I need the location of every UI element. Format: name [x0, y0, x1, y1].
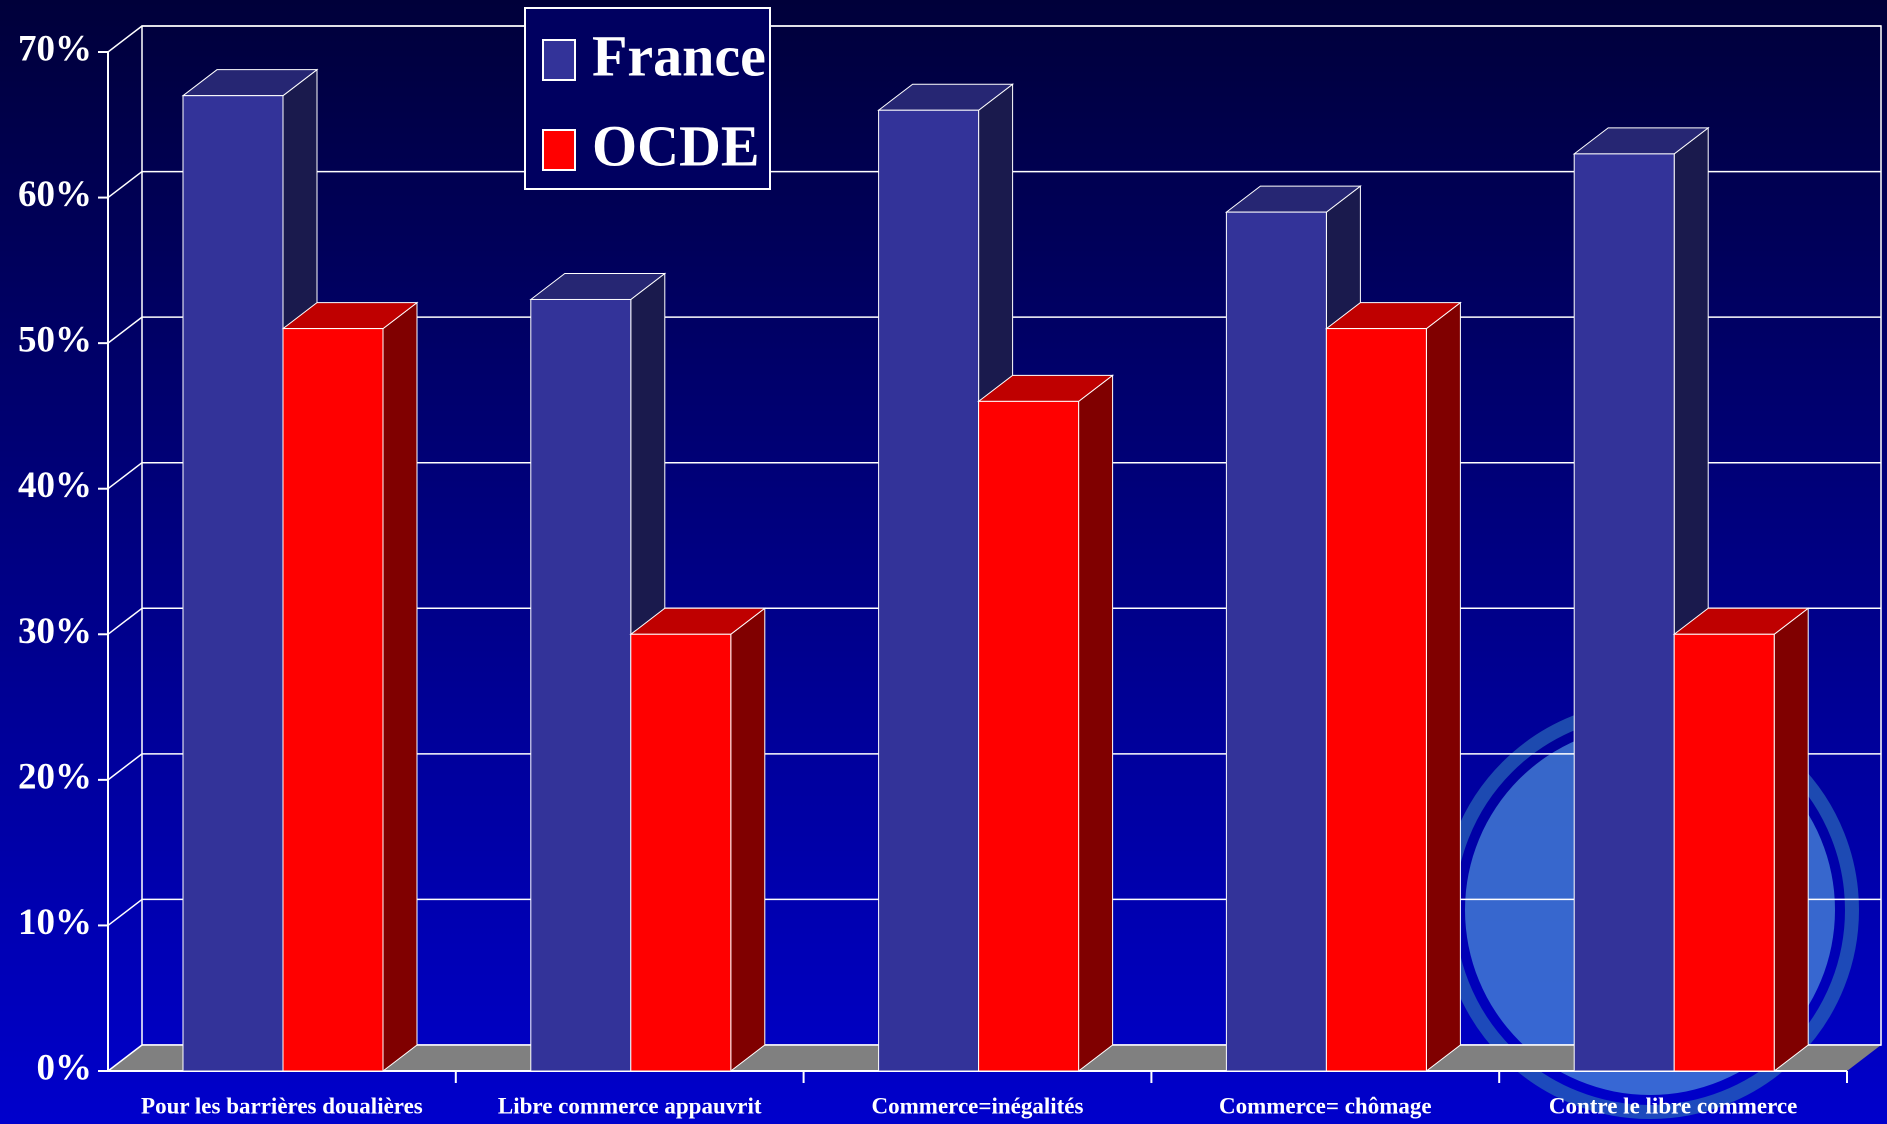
bar-side [1079, 375, 1113, 1071]
bar-side [731, 608, 765, 1071]
legend-swatch [543, 40, 575, 80]
bar [1326, 329, 1426, 1071]
x-tick-label: Commerce=inégalités [872, 1093, 1084, 1118]
legend-label: France [592, 23, 766, 88]
bar [183, 96, 283, 1071]
bar [1226, 212, 1326, 1071]
y-tick-label: 50% [18, 320, 92, 361]
x-tick-label: Pour les barrières doualières [141, 1093, 423, 1118]
legend-label: OCDE [592, 113, 760, 178]
x-tick-label: Libre commerce appauvrit [498, 1093, 762, 1118]
x-tick-label: Contre le libre commerce [1549, 1093, 1797, 1118]
bar-side [383, 303, 417, 1071]
bar [631, 634, 731, 1071]
bar [1574, 154, 1674, 1071]
plot: 0% 10% 20% 30% 40% 50% 60% 70% Pour les barrière… [18, 26, 1881, 1118]
y-tick-label: 20% [18, 756, 92, 797]
bar [283, 329, 383, 1071]
page: 0% 10% 20% 30% 40% 50% 60% 70% Pour les barrière… [0, 0, 1887, 1124]
bar [1674, 634, 1774, 1071]
legend: France OCDE [525, 8, 770, 189]
x-tick-label: Commerce= chômage [1219, 1093, 1432, 1118]
bar [879, 110, 979, 1071]
bar [531, 299, 631, 1071]
y-tick-label: 60% [18, 174, 92, 215]
y-tick-label: 30% [18, 611, 92, 652]
bar [979, 401, 1079, 1071]
legend-swatch [543, 130, 575, 170]
y-tick-label: 0% [37, 1047, 93, 1088]
y-tick-label: 40% [18, 465, 92, 506]
bar-side [1426, 303, 1460, 1071]
bar-side [1774, 608, 1808, 1071]
chart: 0% 10% 20% 30% 40% 50% 60% 70% Pour les barrière… [0, 0, 1887, 1124]
y-tick-label: 10% [18, 902, 92, 943]
y-tick-label: 70% [18, 28, 92, 69]
